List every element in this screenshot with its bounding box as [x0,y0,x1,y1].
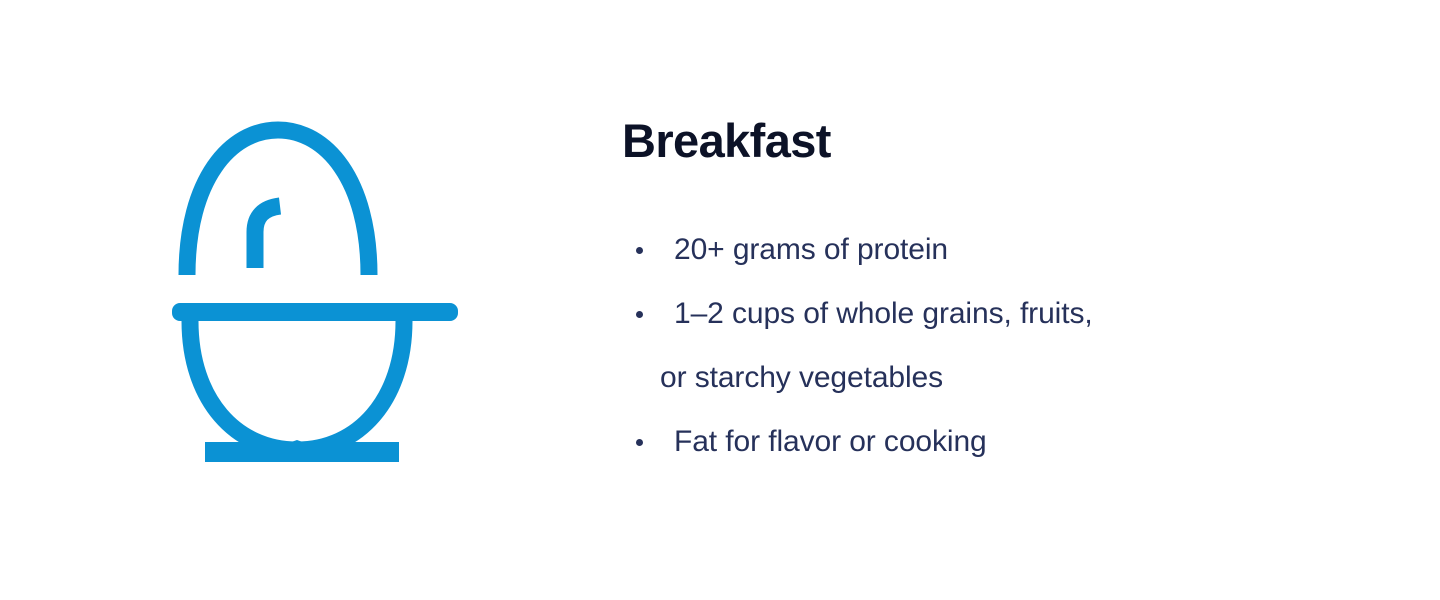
list-item: 20+ grams of protein [622,218,1382,282]
bowl-rim [172,303,458,321]
bullet-dot-icon [636,311,643,318]
list-item-text: Fat for flavor or cooking [674,425,987,458]
egg-in-bowl-icon-graphic [172,121,458,462]
list-item-text: 20+ grams of protein [674,233,948,266]
list-item-text-continued: or starchy vegetables [660,361,944,394]
list-item: 1–2 cups of whole grains, fruits, or sta… [622,282,1382,410]
list-item: Fat for flavor or cooking [622,410,1382,474]
egg-outline [178,121,378,276]
breakfast-guidelines-list: 20+ grams of protein 1–2 cups of whole g… [622,218,1382,474]
bullet-dot-icon [636,247,643,254]
bullet-dot-icon [636,439,643,446]
list-item-text: 1–2 cups of whole grains, fruits, [674,297,1093,330]
egg-in-bowl-icon [150,110,460,490]
bowl-foot [205,442,399,462]
page-title: Breakfast [622,114,831,167]
text-column: Breakfast 20+ grams of protein 1–2 cups … [622,112,1382,474]
bowl-body [181,320,413,459]
egg-highlight [246,197,282,268]
